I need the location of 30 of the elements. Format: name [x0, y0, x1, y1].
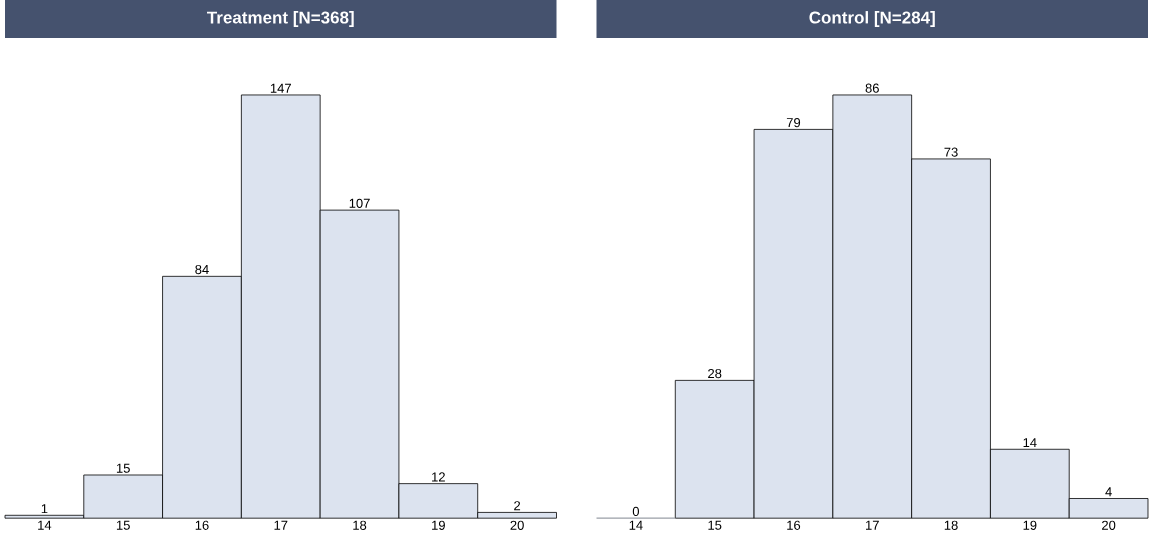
data-label: 1 — [41, 504, 48, 514]
data-label: 0 — [632, 506, 639, 516]
data-label: 147 — [270, 83, 291, 93]
x-tick-label: 14 — [38, 520, 52, 530]
data-label: 14 — [1023, 438, 1037, 447]
x-tick-label: 20 — [1102, 520, 1116, 530]
x-tick-label: 19 — [1023, 520, 1037, 530]
x-tick-label: 15 — [708, 520, 722, 530]
data-label: 2 — [514, 501, 521, 511]
x-tick-label: 17 — [274, 520, 288, 530]
data-label: 12 — [432, 472, 445, 482]
x-tick-label: 14 — [629, 520, 643, 530]
chart-title: Control [N=284] — [809, 11, 935, 27]
x-tick-label: 16 — [787, 520, 801, 530]
data-label: 84 — [195, 264, 209, 275]
data-label: 79 — [786, 117, 801, 128]
chart-title: Treatment [N=368] — [207, 11, 354, 27]
data-label: 4 — [1105, 487, 1112, 497]
data-label: 15 — [116, 463, 130, 473]
data-label: 86 — [865, 83, 879, 93]
x-tick-label: 15 — [116, 520, 130, 530]
x-tick-label: 18 — [944, 520, 958, 530]
x-tick-label: 17 — [866, 520, 879, 530]
data-label: 28 — [708, 368, 722, 379]
data-label: 73 — [944, 147, 958, 157]
x-tick-label: 20 — [510, 520, 524, 530]
x-tick-label: 19 — [432, 520, 445, 530]
x-tick-label: 16 — [195, 520, 209, 530]
x-tick-label: 18 — [353, 520, 367, 530]
data-label: 107 — [349, 198, 370, 208]
